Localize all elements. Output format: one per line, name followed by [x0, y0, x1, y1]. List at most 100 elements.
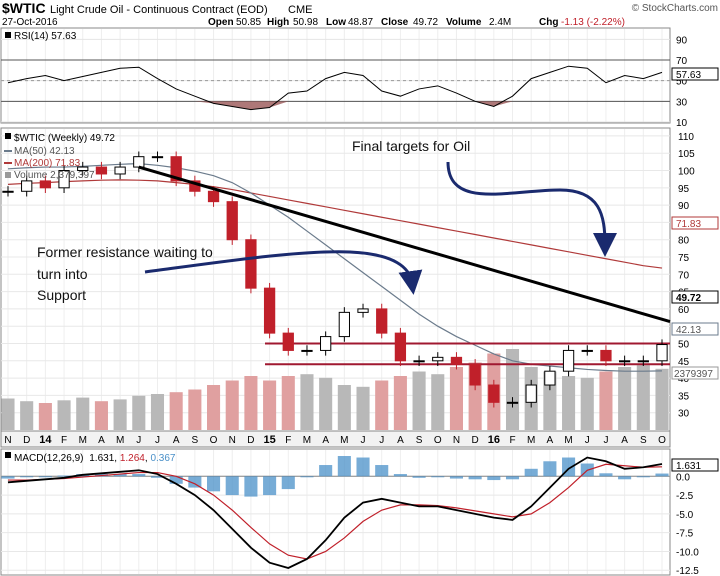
close-tag: 49.72 [676, 293, 701, 304]
ma200-legend-text: MA(200) 71.83 [14, 158, 81, 169]
date-tick-label: J [136, 435, 141, 446]
date-axis-band [0, 430, 671, 448]
macd-tag-box [671, 458, 719, 472]
macd-plot [1, 456, 670, 569]
macd-legend-swatch [5, 452, 11, 458]
arrow-final-targets [446, 161, 617, 257]
volume-bar [636, 365, 650, 430]
date-tick-label: S [192, 435, 199, 446]
date-tick-label: D [23, 435, 30, 446]
volume-bar [562, 376, 576, 430]
candle-body [618, 360, 631, 363]
volume-bar [94, 401, 108, 430]
trendline [138, 165, 671, 324]
volume-bar [505, 349, 520, 430]
volume-bar [618, 367, 632, 430]
volume-bar [319, 377, 333, 430]
volume-bar [300, 374, 314, 430]
low-label: Low [326, 17, 346, 28]
date-tick-label: M [340, 435, 348, 446]
volume-bar [57, 400, 71, 430]
macd-histogram-bar [169, 476, 183, 484]
rsi-legend-text: RSI(14) 57.63 [14, 31, 77, 42]
candle-body [506, 401, 519, 404]
macd-histogram-bar [636, 476, 650, 478]
volume-label: Volume [446, 17, 482, 28]
price-legend-swatch [5, 133, 11, 139]
date-tick-label: M [116, 435, 124, 446]
volume-bar [580, 377, 594, 430]
rsi-legend: RSI(14) 57.63 [5, 31, 77, 42]
ma200-tag: 71.83 [676, 219, 701, 230]
volume-bar [393, 376, 407, 430]
price-panel [0, 127, 671, 432]
macd-tick-label: -10.0 [676, 547, 699, 558]
date-tick-label: A [173, 435, 180, 446]
date-tick-label: J [361, 435, 366, 446]
macd-histogram-bar [375, 465, 389, 477]
price-tick-label: 75 [678, 253, 690, 264]
candle-body [301, 349, 313, 352]
candle-body [656, 344, 668, 362]
value-tags: 57.63 71.83 49.72 42.13 2379397 1.631 [671, 67, 719, 472]
candle-body [562, 349, 575, 372]
macd-histogram-bar [468, 476, 482, 480]
candle-body [263, 287, 276, 334]
macd-histogram-bar [449, 476, 463, 479]
candle-body [320, 336, 332, 351]
candle-body [525, 384, 537, 403]
annotation-resistance-line2: turn into [37, 266, 88, 282]
macd-histogram-bar [244, 476, 258, 497]
macd-histogram-bar [393, 474, 407, 477]
candle-body [469, 363, 481, 386]
macd-histogram-bar [1, 476, 15, 479]
annotation-resistance-line1: Former resistance waiting to [37, 244, 213, 260]
macd-histogram-bar [132, 474, 146, 477]
date-tick-label: A [397, 435, 404, 446]
date-tick-label: M [564, 435, 572, 446]
date-tick-label: D [472, 435, 479, 446]
rsi-line [7, 65, 663, 111]
price-legend-text: $WTIC (Weekly) 49.72 [14, 133, 115, 144]
price-tick-label: 80 [678, 236, 690, 247]
macd-histogram-bar [263, 476, 277, 496]
price-tick-label: 60 [678, 305, 690, 316]
candle-body [77, 166, 89, 172]
price-tick-label: 50 [678, 340, 690, 351]
high-label: High [267, 17, 289, 28]
low-value: 48.87 [348, 17, 373, 28]
watermark: © StockCharts.com [632, 3, 718, 14]
macd-histogram-bar [225, 476, 239, 496]
price-legend: $WTIC (Weekly) 49.72 MA(50) 42.13 MA(200… [4, 133, 115, 181]
candle-body [58, 170, 70, 189]
macd-histogram-bar [599, 473, 613, 477]
date-tick-label: A [322, 435, 329, 446]
date-tick-label: N [4, 435, 11, 446]
date-tick-label: A [98, 435, 105, 446]
macd-histogram-bar [412, 476, 426, 478]
macd-histogram-bar [505, 476, 520, 480]
ma50-tag: 42.13 [676, 325, 701, 336]
price-tick-label: 40 [678, 374, 690, 385]
rsi-tick-label: 90 [676, 35, 688, 46]
volume-tag: 2379397 [674, 369, 713, 380]
macd-histogram-bar [150, 476, 165, 478]
high-value: 50.98 [293, 17, 318, 28]
candle-body [600, 349, 612, 362]
volume-bar [244, 376, 258, 430]
macd-histogram-bar [113, 474, 127, 477]
volume-bar [375, 380, 389, 430]
volume-bar [431, 374, 445, 430]
chg-value: -1.13 (-2.22%) [561, 17, 625, 28]
macd-line [7, 456, 663, 569]
candle-body [432, 356, 444, 362]
close-tag-box [671, 290, 719, 304]
date-tick-label: A [547, 435, 554, 446]
macd-histogram-bar [487, 476, 501, 481]
macd-histogram-bar [431, 476, 445, 478]
macd-histogram-bar [618, 476, 632, 480]
volume-bar [20, 401, 34, 430]
macd-tick-label: -2.5 [676, 491, 694, 502]
date-tick-label: S [416, 435, 423, 446]
